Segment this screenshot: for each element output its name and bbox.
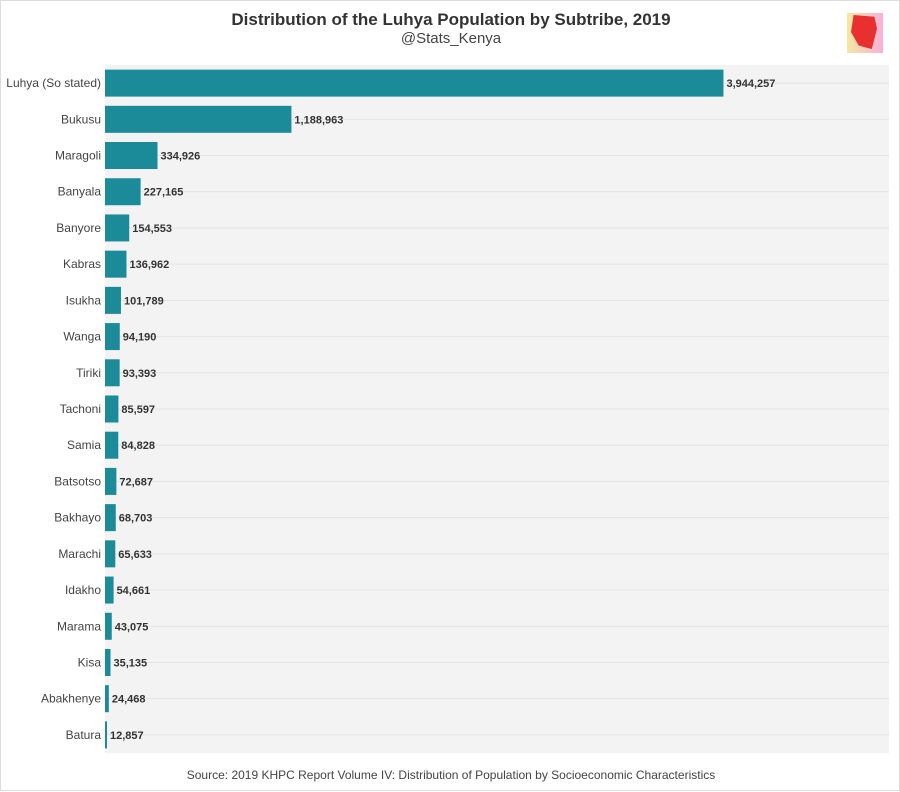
bar-5 (105, 250, 127, 278)
value-label: 72,687 (119, 476, 153, 488)
category-label: Banyala (58, 185, 102, 199)
category-label: Batura (66, 728, 102, 742)
category-label: Isukha (66, 293, 102, 307)
bar-1 (105, 105, 292, 133)
category-label: Samia (67, 438, 101, 452)
category-label: Tiriki (76, 366, 101, 380)
chart-subtitle: @Stats_Kenya (400, 30, 502, 47)
value-label: 65,633 (118, 549, 152, 561)
bar-6 (105, 286, 121, 314)
value-label: 334,926 (161, 151, 201, 163)
value-label: 84,828 (121, 440, 155, 452)
value-label: 154,553 (132, 223, 172, 235)
bar-10 (105, 431, 119, 459)
bar-15 (105, 612, 112, 640)
chart-source: Source: 2019 KHPC Report Volume IV: Dist… (186, 768, 716, 782)
value-label: 12,857 (110, 730, 144, 742)
value-label: 136,962 (129, 259, 169, 271)
category-label: Kabras (63, 257, 101, 271)
bar-7 (105, 323, 120, 351)
category-label: Luhya (So stated) (6, 76, 101, 90)
value-label: 227,165 (144, 187, 184, 199)
value-label: 43,075 (115, 621, 149, 633)
bar-11 (105, 467, 117, 495)
bar-4 (105, 214, 130, 242)
value-label: 1,188,963 (294, 114, 343, 126)
category-label: Banyore (56, 221, 101, 235)
category-label: Wanga (63, 330, 101, 344)
bar-8 (105, 359, 120, 387)
kenya-map-logo-icon (847, 13, 883, 53)
bar-9 (105, 395, 119, 423)
category-label: Bukusu (61, 112, 101, 126)
bar-14 (105, 576, 114, 604)
value-label: 101,789 (124, 295, 164, 307)
value-label: 3,944,257 (726, 78, 775, 90)
bar-12 (105, 504, 116, 532)
category-label: Marama (57, 619, 101, 633)
category-label: Marachi (58, 547, 101, 561)
category-label: Maragoli (55, 149, 101, 163)
value-label: 24,468 (112, 694, 146, 706)
category-label: Bakhayo (54, 511, 101, 525)
bar-18 (105, 721, 108, 749)
category-label: Abakhenye (41, 692, 101, 706)
value-label: 54,661 (117, 585, 151, 597)
bar-13 (105, 540, 116, 568)
category-label: Tachoni (60, 402, 101, 416)
category-label: Kisa (78, 655, 102, 669)
bar-2 (105, 142, 158, 170)
value-label: 94,190 (123, 332, 157, 344)
chart-title: Distribution of the Luhya Population by … (231, 10, 671, 29)
bar-16 (105, 648, 111, 676)
bar-0 (105, 69, 724, 97)
value-label: 93,393 (123, 368, 157, 380)
bar-3 (105, 178, 141, 206)
category-label: Batsotso (54, 474, 101, 488)
value-label: 35,135 (114, 657, 148, 669)
category-label: Idakho (65, 583, 101, 597)
bar-17 (105, 685, 109, 713)
value-label: 85,597 (121, 404, 155, 416)
value-label: 68,703 (119, 513, 153, 525)
